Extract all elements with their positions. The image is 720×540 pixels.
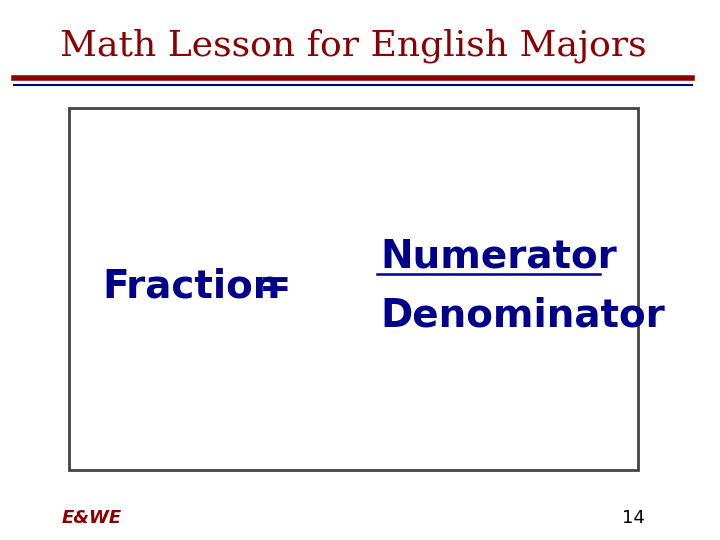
Text: Denominator: Denominator xyxy=(380,297,665,335)
Text: 14: 14 xyxy=(621,509,644,528)
Text: Numerator: Numerator xyxy=(380,238,617,275)
Bar xyxy=(68,108,638,470)
Text: E&WE: E&WE xyxy=(62,509,122,528)
Text: =: = xyxy=(259,267,292,305)
Text: Math Lesson for English Majors: Math Lesson for English Majors xyxy=(60,29,647,63)
Text: Fraction: Fraction xyxy=(102,267,281,305)
